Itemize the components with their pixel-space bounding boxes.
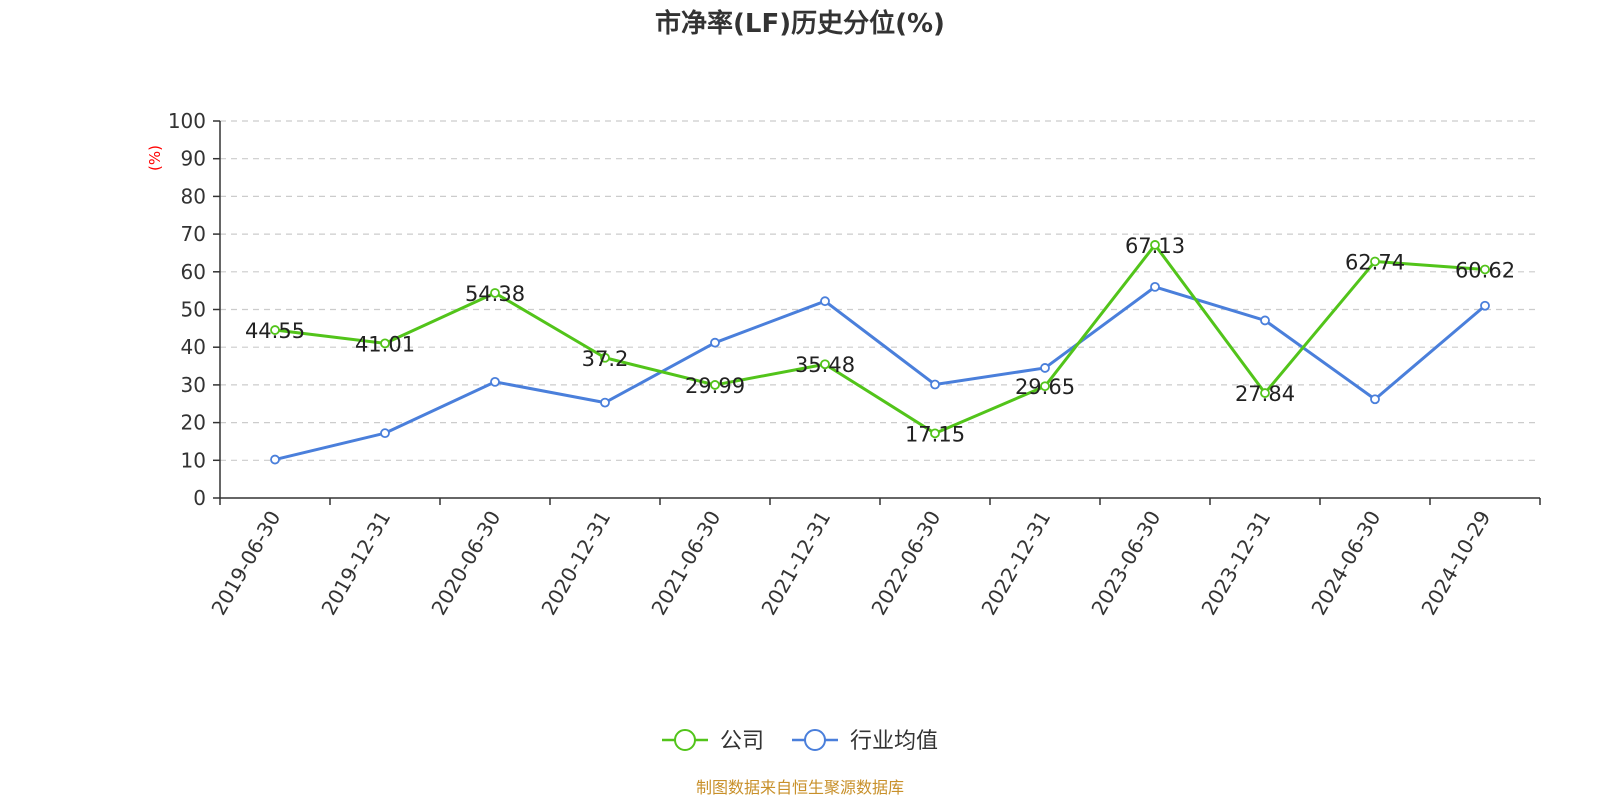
legend-swatch-marker-industry	[804, 729, 826, 751]
data-point[interactable]	[1150, 240, 1160, 250]
data-point[interactable]	[490, 376, 500, 387]
data-label: 35.48	[795, 353, 855, 377]
x-tick-label: 2021-06-30	[646, 507, 725, 620]
x-tick-label: 2022-12-31	[976, 507, 1055, 620]
data-point[interactable]	[600, 352, 610, 363]
y-tick-label: 30	[181, 373, 206, 397]
legend-label-company: 公司	[720, 729, 764, 754]
data-point[interactable]	[270, 325, 280, 335]
data-point[interactable]	[1040, 363, 1050, 373]
series-1	[270, 281, 1490, 465]
data-label: 67.13	[1125, 234, 1185, 258]
x-tick-label: 2019-12-31	[316, 507, 395, 620]
y-tick-label: 60	[181, 260, 206, 284]
y-tick-label: 90	[181, 147, 206, 171]
y-tick-label: 50	[181, 298, 206, 322]
data-point[interactable]	[490, 288, 500, 298]
data-label: 27.84	[1235, 382, 1295, 406]
data-point[interactable]	[930, 428, 940, 439]
legend[interactable]: 公司 行业均值	[662, 729, 938, 754]
x-tick-label: 2021-12-31	[756, 507, 835, 620]
data-point[interactable]	[820, 296, 830, 307]
data-point[interactable]	[1150, 281, 1160, 292]
series-line	[274, 243, 1486, 435]
y-axis-ticks: 0 10 20 30 40 50 60 70 80 90 100	[168, 109, 220, 510]
legend-item-company[interactable]: 公司	[662, 729, 764, 754]
x-tick-label: 2020-12-31	[536, 507, 615, 620]
data-point[interactable]	[820, 359, 830, 370]
y-tick-label: 20	[181, 411, 206, 435]
data-label: 62.74	[1345, 250, 1405, 274]
grid-lines	[220, 120, 1540, 461]
y-tick-label: 100	[168, 109, 206, 133]
data-point[interactable]	[380, 428, 390, 439]
y-tick-label: 80	[181, 184, 206, 208]
y-tick-label: 40	[181, 335, 206, 359]
data-label: 44.55	[245, 319, 305, 343]
x-tick-label: 2019-06-30	[206, 507, 285, 620]
legend-swatch-marker-company	[674, 729, 696, 751]
data-point[interactable]	[1480, 264, 1490, 275]
data-label: 29.65	[1015, 375, 1075, 399]
data-label: 17.15	[905, 422, 965, 446]
chart-title: 市净率(LF)历史分位(%)	[655, 8, 945, 39]
source-note: 制图数据来自恒生聚源数据库	[696, 778, 904, 797]
data-point[interactable]	[1480, 300, 1490, 311]
x-tick-label: 2024-10-29	[1416, 507, 1495, 620]
y-tick-label: 0	[193, 486, 206, 510]
data-label: 60.62	[1455, 258, 1515, 282]
legend-item-industry[interactable]: 行业均值	[792, 729, 938, 754]
x-tick-label: 2023-06-30	[1086, 507, 1165, 620]
x-tick-label: 2023-12-31	[1196, 507, 1275, 620]
data-point[interactable]	[1260, 315, 1270, 326]
series-0	[270, 240, 1490, 439]
data-point[interactable]	[380, 338, 390, 349]
y-tick-label: 10	[181, 448, 206, 472]
data-labels: 44.55 41.01 54.38 37.2 29.99 35.48 17.15 29.65 6…	[245, 234, 1515, 446]
data-point[interactable]	[930, 379, 940, 390]
data-label: 29.99	[685, 374, 745, 398]
data-point[interactable]	[710, 380, 720, 390]
data-point[interactable]	[270, 454, 280, 465]
x-axis-ticks: 2019-06-30 2019-12-31 2020-06-30 2020-12-31…	[206, 498, 1541, 620]
series-layer	[270, 240, 1490, 465]
data-point[interactable]	[600, 397, 610, 408]
data-point[interactable]	[1040, 381, 1050, 392]
x-tick-label: 2024-06-30	[1306, 507, 1385, 620]
y-tick-label: 70	[181, 222, 206, 246]
data-point[interactable]	[1370, 256, 1380, 267]
data-label: 41.01	[355, 332, 415, 356]
data-label: 54.38	[465, 282, 525, 306]
y-axis-unit-label: (%)	[146, 145, 164, 171]
series-line	[274, 285, 1486, 462]
data-point[interactable]	[1260, 388, 1270, 398]
data-label: 37.2	[582, 347, 629, 371]
x-tick-label: 2022-06-30	[866, 507, 945, 620]
data-point[interactable]	[710, 337, 720, 348]
data-point[interactable]	[1370, 394, 1380, 405]
legend-label-industry: 行业均值	[850, 729, 938, 754]
x-tick-label: 2020-06-30	[426, 507, 505, 620]
